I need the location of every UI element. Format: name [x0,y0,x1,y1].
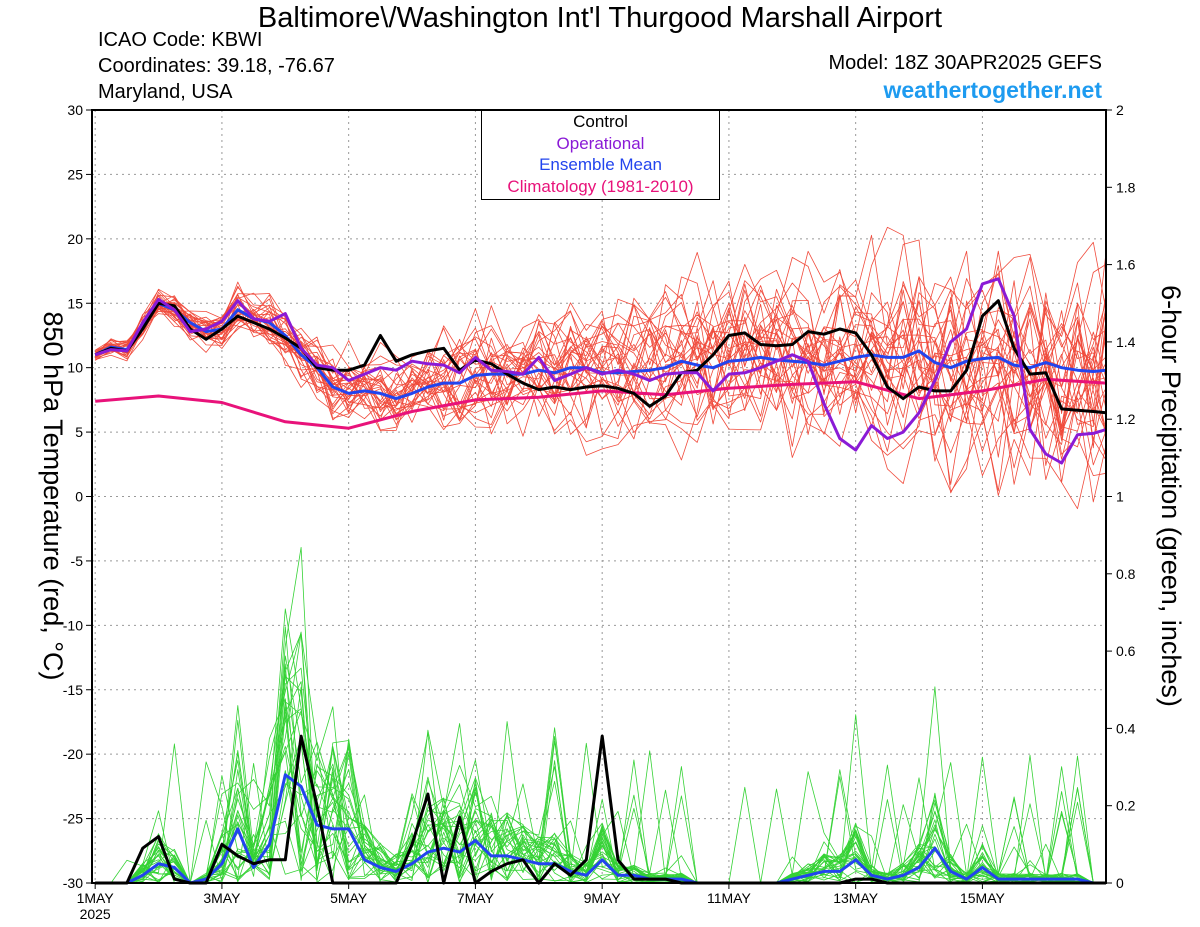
region: Maryland, USA [98,81,233,103]
grid-lines [92,110,1106,883]
y-axis-right-label: 6-hour Precipitation (green, inches) [1156,285,1186,707]
precip-member-line [95,681,1106,884]
temperature-member-line [94,301,1107,462]
temperature-operational-line [94,277,1107,465]
model-run: Model: 18Z 30APR2025 GEFS [828,52,1102,74]
y-left-tick-label: 0 [75,489,83,505]
y-left-tick-label: 5 [75,424,83,440]
y-right-tick-label: 0.2 [1116,798,1136,814]
precip-member-line [95,632,1106,884]
y-left-tick-label: -5 [71,553,84,569]
x-tick-label: 5MAY [330,890,368,906]
legend-item-operational: Operational [556,133,645,153]
y-right-tick-label: 1.4 [1116,334,1136,350]
temperature-member-line [95,280,1107,492]
precip-member-lines [95,547,1106,884]
temperature-member-line [94,282,1107,456]
y-left-tick-label: 25 [67,166,83,182]
y-left-tick-label: -30 [63,875,83,891]
y-left-tick-label: 30 [67,102,83,118]
temperature-member-line [94,281,1107,494]
y-left-tick-label: -20 [63,746,83,762]
y-right-tick-label: 1.2 [1116,411,1136,427]
temperature-member-line [94,289,1107,432]
x-tick-sublabel: 2025 [80,906,111,922]
axis-ticks: 302520151050-5-10-15-20-25-3021.81.61.41… [63,102,1136,922]
y-right-tick-label: 1.8 [1116,179,1136,195]
precip-member-line [95,667,1106,884]
legend-item-ensemble-mean: Ensemble Mean [539,155,662,174]
temperature-member-line [94,250,1107,436]
temperature-member-lines [94,226,1107,510]
x-tick-label: 9MAY [584,890,622,906]
y-left-tick-label: 10 [67,360,83,376]
precip-member-line [95,699,1106,884]
y-right-tick-label: 2 [1116,102,1124,118]
precip-member-line [95,663,1106,884]
precip-ensemble-mean-line [95,773,1106,885]
legend-item-climatology: Climatology (1981-2010) [507,176,694,196]
precip-member-line [95,698,1106,884]
climatology-line [95,377,1107,430]
site-link[interactable]: weathertogether.net [883,77,1102,103]
y-right-tick-label: 1.6 [1116,257,1136,273]
y-right-tick-label: 0 [1116,875,1124,891]
y-right-tick-label: 0.8 [1116,566,1136,582]
temperature-member-line [95,263,1107,457]
x-tick-label: 7MAY [457,890,495,906]
precip-member-line [95,686,1106,884]
y-right-tick-label: 1 [1116,489,1124,505]
y-left-tick-label: -25 [63,811,83,827]
x-tick-label: 11MAY [707,890,751,906]
temperature-member-line [94,279,1107,435]
y-left-tick-label: 15 [67,295,83,311]
icao-code: ICAO Code: KBWI [98,29,263,51]
legend-item-control: Control [573,112,628,131]
coordinates: Coordinates: 39.18, -76.67 [98,55,335,77]
x-tick-label: 15MAY [960,890,1006,906]
temperature-control-line [94,299,1107,415]
precip-member-line [95,783,1106,884]
precip-member-line [95,723,1106,884]
y-right-tick-label: 0.4 [1116,720,1136,736]
temperature-member-line [95,285,1107,481]
y-left-tick-label: -15 [63,682,83,698]
legend: Control Operational Ensemble Mean Climat… [481,110,720,200]
y-left-tick-label: 20 [67,231,83,247]
x-tick-label: 3MAY [203,890,241,906]
y-left-tick-label: -10 [63,617,83,633]
x-tick-label: 1MAY [77,890,115,906]
temperature-member-line [94,276,1107,485]
y-right-tick-label: 0.6 [1116,643,1136,659]
chart-title: Baltimore\/Washington Int'l Thurgood Mar… [257,2,943,34]
y-axis-left-label: 850 hPa Temperature (red, °C) [38,312,68,681]
x-tick-label: 13MAY [833,890,879,906]
